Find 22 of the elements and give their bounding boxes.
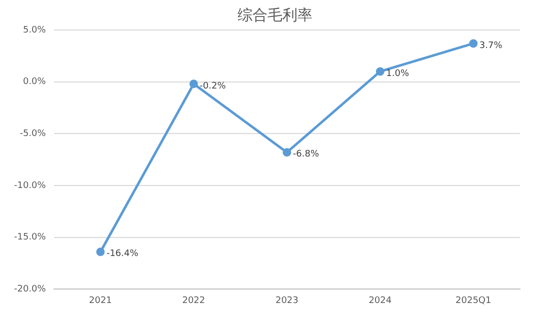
point <box>282 148 292 157</box>
data-label: -16.4% <box>106 249 139 260</box>
x-tick-label: 2025Q1 <box>456 296 492 306</box>
data-label: 1.0% <box>386 68 410 79</box>
x-tick-label: 2023 <box>275 296 298 306</box>
point <box>189 80 198 88</box>
data-label: 3.7% <box>479 40 503 51</box>
x-tick-label: 2021 <box>89 296 112 306</box>
point <box>469 39 478 48</box>
data-label: -0.2% <box>200 81 226 92</box>
chart-title: 综合毛利率 <box>236 6 314 25</box>
y-tick-label: -15.0% <box>14 232 46 243</box>
point <box>96 248 105 256</box>
x-tick-label: 2022 <box>182 296 206 306</box>
y-tick-label: 5.0% <box>22 25 46 36</box>
y-tick-label: -5.0% <box>20 129 46 140</box>
y-tick-label: 0.0% <box>22 77 46 88</box>
x-tick-label: 2024 <box>368 296 392 306</box>
y-tick-label: -20.0% <box>14 284 46 295</box>
point <box>376 67 384 76</box>
data-label: -6.8% <box>292 150 320 160</box>
y-tick-label: -10.0% <box>14 180 46 191</box>
